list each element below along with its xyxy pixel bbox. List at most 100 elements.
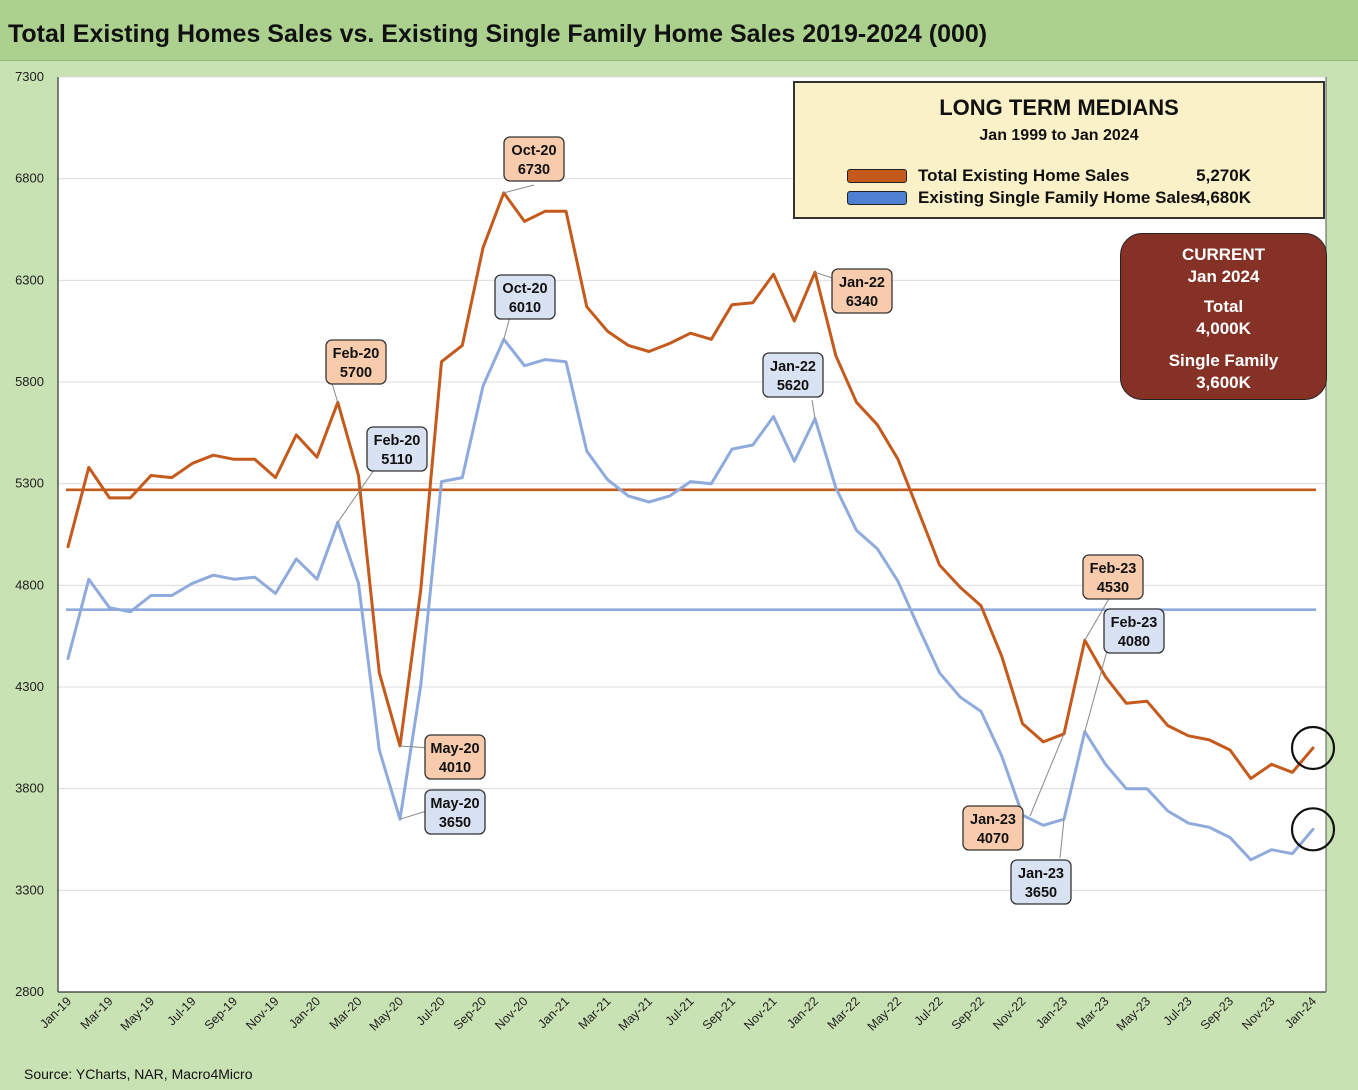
callout-box bbox=[962, 805, 1024, 851]
x-tick-label: Nov-19 bbox=[243, 994, 281, 1032]
x-tick-label: Jan-24 bbox=[1282, 994, 1319, 1031]
legend-box: LONG TERM MEDIANS Jan 1999 to Jan 2024 T… bbox=[793, 81, 1325, 219]
callout-box bbox=[424, 734, 486, 780]
y-tick-label: 4300 bbox=[15, 679, 44, 694]
callout-date: Jan-22 bbox=[839, 275, 885, 291]
callout-value: 4530 bbox=[1097, 580, 1129, 596]
x-tick-label: Mar-21 bbox=[576, 994, 614, 1032]
x-tick-label: May-19 bbox=[118, 994, 157, 1033]
x-tick-label: Sep-19 bbox=[202, 994, 240, 1032]
callout-date: Feb-23 bbox=[1111, 615, 1158, 631]
callout-value: 6010 bbox=[509, 300, 541, 316]
x-tick-label: Jan-22 bbox=[784, 994, 821, 1031]
x-tick-label: May-23 bbox=[1114, 994, 1153, 1033]
x-tick-label: Nov-20 bbox=[492, 994, 530, 1032]
callout-leader bbox=[811, 399, 816, 419]
callout-box bbox=[325, 339, 387, 385]
callout-date: Jan-23 bbox=[1018, 866, 1064, 882]
x-tick-label: Mar-23 bbox=[1074, 994, 1112, 1032]
callout-box bbox=[424, 789, 486, 835]
callout-leader bbox=[1084, 596, 1111, 641]
x-tick-label: Nov-21 bbox=[741, 994, 779, 1032]
x-tick-label: Sep-23 bbox=[1198, 994, 1236, 1032]
callout-date: May-20 bbox=[430, 741, 479, 757]
callout-value: 5700 bbox=[340, 365, 372, 381]
series-line-total bbox=[66, 191, 1315, 780]
callout-box bbox=[762, 352, 824, 398]
x-tick-label: Sep-20 bbox=[451, 994, 489, 1032]
callout-leader bbox=[1029, 733, 1065, 817]
x-tick-label: Jan-20 bbox=[286, 994, 323, 1031]
legend-item-total: Total Existing Home Sales 5,270K bbox=[847, 166, 1307, 188]
legend-title: LONG TERM MEDIANS bbox=[939, 95, 1179, 120]
callout-total: May-20 4010 bbox=[399, 734, 486, 780]
callout-value: 3650 bbox=[1025, 885, 1057, 901]
chart-title: Total Existing Homes Sales vs. Existing … bbox=[8, 20, 988, 48]
y-tick-label: 6800 bbox=[15, 171, 44, 186]
callout-total: Feb-20 5700 bbox=[325, 339, 387, 403]
callout-value: 5620 bbox=[777, 378, 809, 394]
current-box: CURRENT Jan 2024 Total 4,000K Single Fam… bbox=[1120, 233, 1327, 400]
callout-leader bbox=[503, 316, 511, 340]
callout-value: 5110 bbox=[381, 452, 412, 468]
callout-box bbox=[1103, 608, 1165, 654]
x-tick-label: Jan-19 bbox=[37, 994, 74, 1031]
callout-leader bbox=[337, 469, 375, 523]
x-tick-label: Mar-19 bbox=[78, 994, 116, 1032]
callout-box bbox=[1082, 554, 1144, 600]
x-tick-label: Jan-23 bbox=[1033, 994, 1070, 1031]
y-tick-label: 7300 bbox=[15, 69, 44, 84]
x-tick-label: Mar-20 bbox=[327, 994, 365, 1032]
callout-total: Feb-23 4530 bbox=[1082, 554, 1144, 641]
x-tick-label: Jul-19 bbox=[165, 994, 199, 1028]
x-tick-label: Jul-23 bbox=[1161, 994, 1195, 1028]
callout-box bbox=[366, 426, 428, 472]
callout-date: Feb-20 bbox=[333, 346, 380, 362]
callout-box bbox=[503, 136, 565, 182]
callout-leader bbox=[1059, 819, 1065, 859]
x-tick-label: Mar-22 bbox=[825, 994, 863, 1032]
callout-date: Jan-22 bbox=[770, 359, 816, 375]
plot-area bbox=[58, 77, 1326, 992]
legend-value-single-family: 4,680K bbox=[1196, 188, 1251, 207]
legend-label-total: Total Existing Home Sales bbox=[918, 166, 1130, 185]
legend-subtitle: Jan 1999 to Jan 2024 bbox=[979, 127, 1139, 144]
legend-value-total: 5,270K bbox=[1196, 166, 1251, 185]
callout-value: 3650 bbox=[439, 815, 471, 831]
x-tick-label: Jul-22 bbox=[912, 994, 946, 1028]
y-tick-label: 3300 bbox=[15, 882, 44, 897]
y-tick-label: 3800 bbox=[15, 781, 44, 796]
x-tick-label: May-20 bbox=[367, 994, 406, 1033]
current-heading: CURRENT bbox=[1181, 245, 1266, 264]
callout-single-family: Jan-23 3650 bbox=[1010, 819, 1072, 905]
x-tick-label: Sep-21 bbox=[700, 994, 738, 1032]
callout-box bbox=[494, 274, 556, 320]
callout-total: Jan-23 4070 bbox=[962, 733, 1065, 851]
current-sf-label: Single Family bbox=[1168, 351, 1279, 370]
legend-swatch-total bbox=[847, 169, 907, 183]
callout-leader bbox=[1084, 639, 1111, 732]
callout-value: 4080 bbox=[1118, 634, 1150, 650]
current-period: Jan 2024 bbox=[1187, 267, 1260, 286]
highlight-circle-total bbox=[1290, 725, 1336, 771]
callout-date: Oct-20 bbox=[502, 281, 547, 297]
y-tick-label: 4800 bbox=[15, 577, 44, 592]
callout-single-family: Feb-20 5110 bbox=[337, 426, 428, 523]
x-tick-label: Sep-22 bbox=[949, 994, 987, 1032]
highlight-circle-single-family bbox=[1290, 807, 1336, 852]
current-total-value: 4,000K bbox=[1196, 319, 1251, 338]
callout-value: 4010 bbox=[439, 760, 471, 776]
y-tick-label: 6300 bbox=[15, 272, 44, 287]
callout-single-family: Feb-23 4080 bbox=[1084, 608, 1165, 732]
x-tick-label: Nov-22 bbox=[990, 994, 1028, 1032]
callout-single-family: Oct-20 6010 bbox=[494, 274, 556, 340]
callout-value: 6730 bbox=[518, 162, 550, 178]
legend-label-single-family: Existing Single Family Home Sales bbox=[918, 188, 1200, 207]
callout-box bbox=[831, 268, 893, 314]
callout-date: May-20 bbox=[430, 796, 479, 812]
callout-date: Feb-20 bbox=[374, 433, 421, 449]
callout-single-family: May-20 3650 bbox=[399, 789, 486, 835]
callout-date: Jan-23 bbox=[970, 812, 1016, 828]
source-note: Source: YCharts, NAR, Macro4Micro bbox=[24, 1066, 253, 1082]
